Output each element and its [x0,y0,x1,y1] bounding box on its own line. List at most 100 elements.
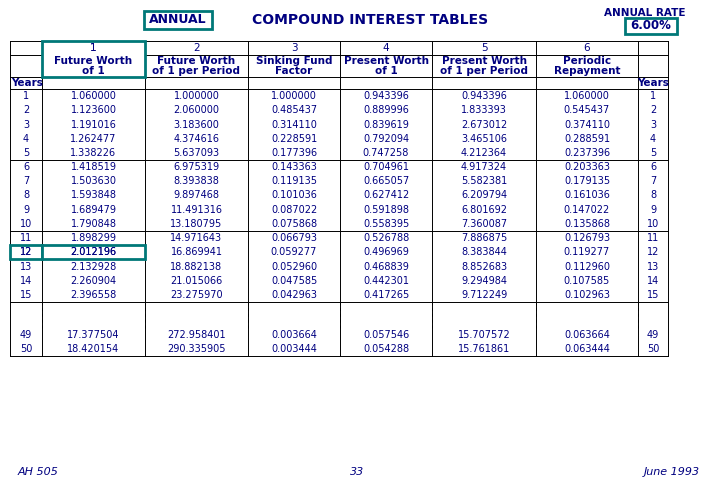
Text: 14.971643: 14.971643 [170,233,222,243]
Text: 7.360087: 7.360087 [461,219,507,229]
Text: 0.237396: 0.237396 [564,148,610,158]
Text: 2: 2 [23,105,29,115]
Text: 1.262477: 1.262477 [70,134,117,144]
Text: 272.958401: 272.958401 [167,330,226,340]
Text: 0.374110: 0.374110 [564,120,610,129]
Text: 8.383844: 8.383844 [461,247,507,257]
Text: 3: 3 [650,120,656,129]
Text: 0.143363: 0.143363 [271,162,317,172]
Text: 5: 5 [480,43,488,53]
Text: 50: 50 [647,344,659,354]
Text: 9: 9 [23,205,29,215]
Text: 0.107585: 0.107585 [564,276,610,286]
Text: 0.179135: 0.179135 [564,176,610,186]
Text: 17.377504: 17.377504 [67,330,119,340]
Text: 6.209794: 6.209794 [461,191,507,201]
Text: 3: 3 [23,120,29,129]
Text: COMPOUND INTEREST TABLES: COMPOUND INTEREST TABLES [252,13,488,27]
Text: 0.057546: 0.057546 [363,330,409,340]
Text: 0.042963: 0.042963 [271,290,317,300]
Text: 1.338226: 1.338226 [71,148,117,158]
Text: 15: 15 [20,290,32,300]
Text: 0.003664: 0.003664 [271,330,317,340]
Text: 0.112960: 0.112960 [564,261,610,272]
Text: 6: 6 [650,162,656,172]
Text: 1.833393: 1.833393 [461,105,507,115]
Text: 6.975319: 6.975319 [174,162,220,172]
Text: 1.000000: 1.000000 [174,91,220,101]
Text: 6: 6 [23,162,29,172]
Text: 0.704961: 0.704961 [363,162,409,172]
Text: 5.582381: 5.582381 [461,176,507,186]
Text: 12: 12 [647,247,659,257]
Text: 16.869941: 16.869941 [170,247,222,257]
Text: 0.591898: 0.591898 [363,205,409,215]
Text: 18.882138: 18.882138 [170,261,222,272]
Text: 0.047585: 0.047585 [271,276,317,286]
Text: 4.212364: 4.212364 [461,148,507,158]
Text: 0.889996: 0.889996 [363,105,409,115]
Text: 0.665057: 0.665057 [363,176,409,186]
Text: 6.00%: 6.00% [631,19,671,33]
Text: AH 505: AH 505 [18,467,59,477]
Text: 23.275970: 23.275970 [170,290,223,300]
Text: 8: 8 [650,191,656,201]
Text: 0.059277: 0.059277 [271,247,317,257]
Text: 8: 8 [23,191,29,201]
Text: 0.943396: 0.943396 [461,91,507,101]
Text: 0.442301: 0.442301 [363,276,409,286]
Text: 0.102963: 0.102963 [564,290,610,300]
Text: Present Worth: Present Worth [343,56,428,66]
Text: 4: 4 [650,134,656,144]
Text: 12: 12 [20,247,32,257]
Text: 2: 2 [650,105,656,115]
Text: of 1: of 1 [82,66,105,76]
Text: 0.228591: 0.228591 [271,134,317,144]
Bar [144,11,212,29]
Text: 11: 11 [647,233,659,243]
Text: 14: 14 [647,276,659,286]
Text: 1: 1 [90,43,97,53]
Text: Future Worth: Future Worth [157,56,235,66]
Text: 12: 12 [20,247,32,257]
Text: 9.712249: 9.712249 [461,290,507,300]
Text: 1.593848: 1.593848 [71,191,117,201]
Text: 1.898299: 1.898299 [71,233,117,243]
Text: 2.132928: 2.132928 [70,261,117,272]
Text: 10: 10 [647,219,659,229]
Text: 21.015066: 21.015066 [170,276,222,286]
Bar [42,245,145,259]
Text: Years: Years [637,78,669,88]
Text: 0.485437: 0.485437 [271,105,317,115]
Text: 0.792094: 0.792094 [363,134,409,144]
Text: 2.260904: 2.260904 [71,276,117,286]
Text: 6: 6 [583,43,591,53]
Text: 0.054288: 0.054288 [363,344,409,354]
Text: 7: 7 [23,176,29,186]
Text: Factor: Factor [275,66,312,76]
Text: 4: 4 [23,134,29,144]
Text: Years: Years [11,78,43,88]
Text: 0.627412: 0.627412 [363,191,409,201]
Text: 3.183600: 3.183600 [174,120,220,129]
Text: 0.496969: 0.496969 [363,247,409,257]
Text: 13: 13 [20,261,32,272]
Text: 0.087022: 0.087022 [271,205,317,215]
Text: ANNUAL RATE: ANNUAL RATE [604,8,686,18]
Text: 0.839619: 0.839619 [363,120,409,129]
Text: 2: 2 [193,43,199,53]
Text: 0.417265: 0.417265 [363,290,409,300]
Text: 2.012196: 2.012196 [71,247,117,257]
Text: 4: 4 [383,43,389,53]
Text: 1.689479: 1.689479 [71,205,117,215]
Text: Sinking Fund: Sinking Fund [256,56,332,66]
Text: 290.335905: 290.335905 [167,344,226,354]
Text: 1.503630: 1.503630 [71,176,117,186]
Text: 10: 10 [20,219,32,229]
Text: 1.060000: 1.060000 [564,91,610,101]
Text: 0.119135: 0.119135 [271,176,317,186]
Text: 0.075868: 0.075868 [271,219,317,229]
Text: 2.012196: 2.012196 [71,247,117,257]
Text: June 1993: June 1993 [644,467,700,477]
Text: 3: 3 [291,43,297,53]
